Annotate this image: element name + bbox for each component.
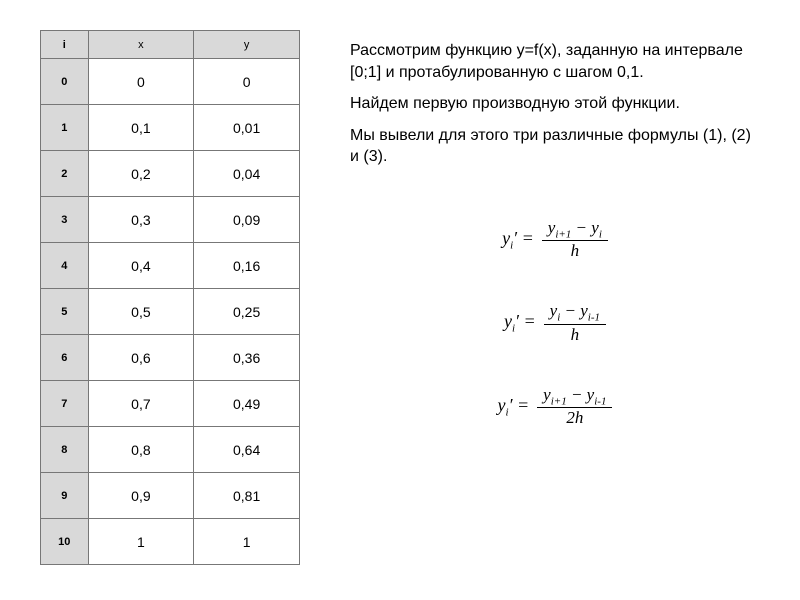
table-row: 10,10,01 (41, 105, 300, 151)
paragraph-2: Найдем первую производную этой функции. (350, 93, 760, 115)
cell-i: 0 (41, 59, 89, 105)
cell-y: 0 (194, 59, 300, 105)
table-row: 1011 (41, 519, 300, 565)
table-row: 000 (41, 59, 300, 105)
paragraph-3: Мы вывели для этого три различные формул… (350, 125, 760, 168)
cell-y: 0,01 (194, 105, 300, 151)
cell-x: 0,9 (88, 473, 194, 519)
cell-x: 0,8 (88, 427, 194, 473)
cell-i: 8 (41, 427, 89, 473)
formula-3-lhs: yi′ = (498, 395, 530, 419)
cell-x: 0,3 (88, 197, 194, 243)
cell-y: 0,36 (194, 335, 300, 381)
cell-i: 3 (41, 197, 89, 243)
formula-3-num: yi+1 − yi-1 (537, 385, 612, 408)
header-i: i (41, 31, 89, 59)
cell-y: 0,04 (194, 151, 300, 197)
cell-x: 0,5 (88, 289, 194, 335)
cell-i: 1 (41, 105, 89, 151)
cell-x: 0,6 (88, 335, 194, 381)
header-x: x (88, 31, 194, 59)
cell-y: 0,09 (194, 197, 300, 243)
formula-1-frac: yi+1 − yi h (542, 218, 608, 261)
cell-i: 6 (41, 335, 89, 381)
cell-y: 1 (194, 519, 300, 565)
table-row: 40,40,16 (41, 243, 300, 289)
table-row: 80,80,64 (41, 427, 300, 473)
cell-i: 2 (41, 151, 89, 197)
formula-1-num: yi+1 − yi (542, 218, 608, 241)
formula-1-den: h (565, 241, 586, 261)
formula-2-num: yi − yi-1 (544, 301, 606, 324)
formula-3: yi′ = yi+1 − yi-1 2h (498, 385, 613, 428)
table-container: i x y 00010,10,0120,20,0430,30,0940,40,1… (40, 30, 300, 570)
table-row: 50,50,25 (41, 289, 300, 335)
cell-x: 0,2 (88, 151, 194, 197)
formula-2: yi′ = yi − yi-1 h (504, 301, 606, 344)
formula-3-frac: yi+1 − yi-1 2h (537, 385, 612, 428)
cell-i: 5 (41, 289, 89, 335)
cell-x: 0,1 (88, 105, 194, 151)
table-row: 60,60,36 (41, 335, 300, 381)
formula-1: yi′ = yi+1 − yi h (502, 218, 608, 261)
cell-y: 0,16 (194, 243, 300, 289)
cell-y: 0,64 (194, 427, 300, 473)
cell-y: 0,81 (194, 473, 300, 519)
formula-1-lhs: yi′ = (502, 228, 534, 252)
table-row: 90,90,81 (41, 473, 300, 519)
formulas-block: yi′ = yi+1 − yi h yi′ = yi − yi-1 h yi′ … (350, 218, 760, 428)
data-table: i x y 00010,10,0120,20,0430,30,0940,40,1… (40, 30, 300, 565)
table-header-row: i x y (41, 31, 300, 59)
table-body: 00010,10,0120,20,0430,30,0940,40,1650,50… (41, 59, 300, 565)
cell-y: 0,49 (194, 381, 300, 427)
cell-x: 0,7 (88, 381, 194, 427)
formula-2-frac: yi − yi-1 h (544, 301, 606, 344)
formula-2-den: h (565, 325, 586, 345)
formula-3-den: 2h (560, 408, 589, 428)
cell-i: 4 (41, 243, 89, 289)
formula-2-lhs: yi′ = (504, 311, 536, 335)
table-row: 30,30,09 (41, 197, 300, 243)
table-row: 70,70,49 (41, 381, 300, 427)
text-column: Рассмотрим функцию y=f(x), заданную на и… (300, 30, 760, 570)
cell-i: 9 (41, 473, 89, 519)
cell-x: 0,4 (88, 243, 194, 289)
table-row: 20,20,04 (41, 151, 300, 197)
cell-x: 0 (88, 59, 194, 105)
cell-i: 7 (41, 381, 89, 427)
header-y: y (194, 31, 300, 59)
cell-y: 0,25 (194, 289, 300, 335)
cell-i: 10 (41, 519, 89, 565)
cell-x: 1 (88, 519, 194, 565)
paragraph-1: Рассмотрим функцию y=f(x), заданную на и… (350, 40, 760, 83)
